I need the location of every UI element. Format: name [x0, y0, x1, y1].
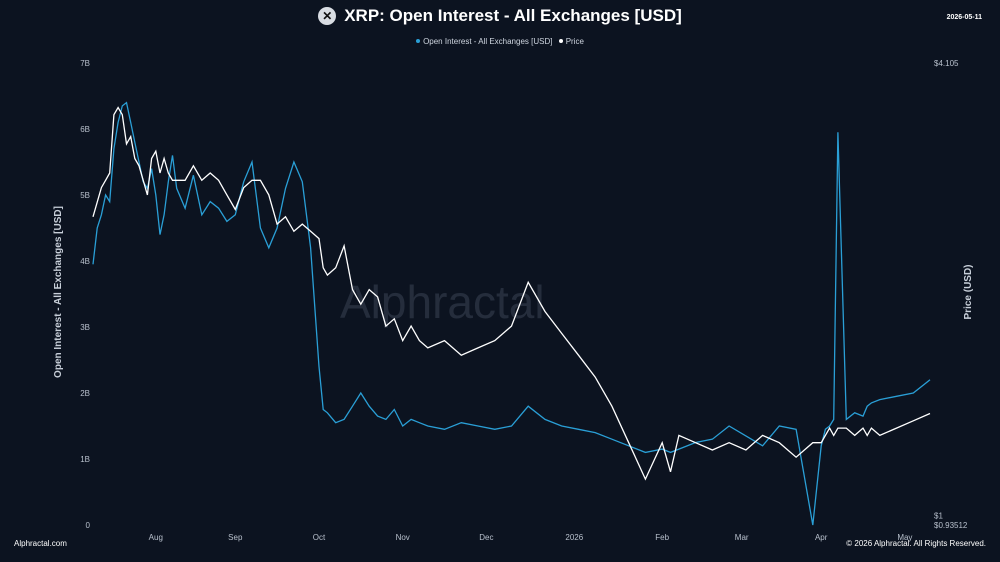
x-tick-label: May	[897, 533, 912, 542]
left-tick-label: 2B	[80, 389, 90, 398]
left-tick-label: 5B	[80, 191, 90, 200]
chart-title: ✕ XRP: Open Interest - All Exchanges [US…	[0, 6, 1000, 26]
chart-title-text: XRP: Open Interest - All Exchanges [USD]	[344, 6, 682, 25]
watermark-text: Alphractal	[340, 276, 545, 328]
x-tick-label: Dec	[479, 533, 493, 542]
legend-marker-price	[558, 39, 563, 43]
left-axis-title: Open Interest - All Exchanges [USD]	[53, 206, 64, 378]
footer-brand[interactable]: Alphractal.com	[14, 539, 67, 548]
legend: Open Interest - All Exchanges [USD] Pric…	[0, 36, 1000, 46]
x-tick-label: Apr	[815, 533, 828, 542]
legend-item-open-interest[interactable]: Open Interest - All Exchanges [USD]	[416, 37, 552, 46]
x-tick-label: Feb	[655, 533, 669, 542]
x-tick-label: Sep	[228, 533, 243, 542]
left-tick-label: 6B	[80, 125, 90, 134]
left-tick-label: 3B	[80, 323, 90, 332]
xrp-logo-icon: ✕	[318, 7, 337, 25]
legend-item-price[interactable]: Price	[558, 36, 584, 46]
x-tick-label: 2026	[565, 533, 583, 542]
x-tick-label: Oct	[313, 533, 326, 542]
legend-marker-open-interest	[416, 39, 421, 43]
series-line-price	[92, 106, 931, 481]
x-tick-label: Mar	[735, 533, 749, 542]
footer-copyright: © 2026 Alphractal. All Rights Reserved.	[846, 539, 986, 548]
right-tick-label: $1	[934, 512, 943, 521]
legend-label-price: Price	[565, 36, 584, 46]
left-tick-label: 0	[86, 521, 91, 530]
right-axis: $0.93512$1 $4.105	[934, 59, 968, 530]
left-axis: 0 1B 2B 3B 4B 5B 6B 7B	[80, 59, 90, 530]
date-tag: 2026-05-11	[946, 14, 982, 21]
x-axis: Aug Sep Oct Nov Dec 2026 Feb Mar Apr May	[149, 533, 913, 542]
right-tick-label: $4.105	[934, 59, 959, 68]
legend-label-open-interest: Open Interest - All Exchanges [USD]	[423, 36, 553, 46]
x-tick-label: Nov	[396, 533, 410, 542]
series-line-open-interest	[92, 101, 931, 526]
left-tick-label: 1B	[80, 455, 90, 464]
left-tick-label: 4B	[80, 257, 90, 266]
x-tick-label: Aug	[149, 533, 163, 542]
left-tick-label: 7B	[80, 59, 90, 68]
right-axis-title: Price (USD)	[963, 264, 974, 319]
right-tick-label: $0.93512	[934, 521, 968, 530]
